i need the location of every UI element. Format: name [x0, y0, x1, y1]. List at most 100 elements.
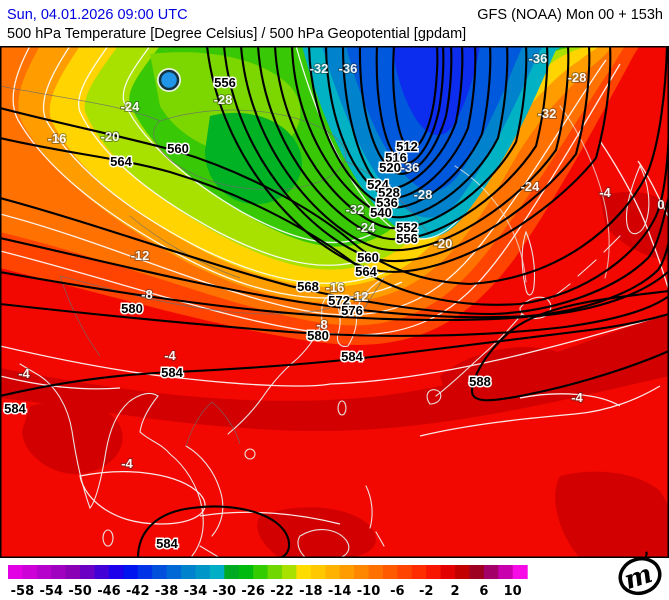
geopotential-label: 552 — [396, 220, 418, 235]
color-scale-tick-label: -10 — [357, 584, 381, 599]
color-scale-tick-label: -2 — [419, 584, 433, 599]
temperature-label: -20 — [434, 236, 453, 251]
geopotential-label: 568 — [297, 279, 319, 294]
color-scale-tick-label: -22 — [270, 584, 294, 599]
color-scale-segment — [281, 565, 297, 579]
color-scale-tick-label: -34 — [184, 584, 208, 599]
geopotential-label: 584 — [4, 401, 26, 416]
geopotential-label: 576 — [341, 303, 363, 318]
color-scale-tick-label: -30 — [213, 584, 237, 599]
color-scale-segment — [137, 565, 153, 579]
temperature-color-scale: -58 -54 -50 -46 -42 -38 -34 -30 -26 -22 -18 -14 -10-… — [0, 562, 669, 600]
color-scale-segment — [253, 565, 269, 579]
temperature-label: -12 — [131, 248, 150, 263]
temperature-label: -8 — [316, 317, 328, 332]
temperature-label: -4 — [571, 390, 583, 405]
coastlines — [19, 105, 650, 558]
color-scale-tick-label: -14 — [328, 584, 352, 599]
color-scale-segment — [238, 565, 254, 579]
geopotential-contours — [0, 46, 669, 558]
temperature-label: -4 — [599, 185, 611, 200]
color-scale-segment — [368, 565, 384, 579]
color-scale-tick-label: -6 — [390, 584, 404, 599]
color-scale-segment — [51, 565, 67, 579]
color-scale-segment — [469, 565, 485, 579]
temperature-label: -16 — [326, 280, 345, 295]
geopotential-label: 516 — [385, 150, 407, 165]
color-scale-segment — [267, 565, 283, 579]
color-scale-segment — [397, 565, 413, 579]
map-border — [0, 46, 669, 558]
temperature-label: -4 — [164, 348, 176, 363]
logo-circle-icon — [618, 556, 662, 596]
geopotential-label: 580 — [307, 328, 329, 343]
geopotential-label: 584 — [341, 349, 363, 364]
color-scale-segment — [426, 565, 442, 579]
temperature-label: -28 — [568, 70, 587, 85]
temperature-label: -36 — [339, 61, 358, 76]
color-scale-segment — [195, 565, 211, 579]
temperature-label: -8 — [141, 287, 153, 302]
header: Sun, 04.01.2026 09:00 UTC GFS (NOAA) Mon… — [0, 0, 669, 46]
temperature-label: -36 — [529, 51, 548, 66]
temperature-labels: -24-20-16-28-32 -36-36-28-32-36-28-32-24-… — [17, 50, 665, 472]
geopotential-label: 564 — [355, 264, 377, 279]
color-scale-segment — [8, 565, 24, 579]
geopotential-label: 560 — [167, 141, 189, 156]
geopotential-label: 512 — [396, 139, 418, 154]
color-scale-tick-label: -18 — [299, 584, 323, 599]
temperature-label: -32 — [310, 61, 329, 76]
temperature-label: -32 — [346, 202, 365, 217]
geopotential-label: 572 — [328, 293, 350, 308]
geopotential-label: 520 — [379, 160, 401, 175]
geopotential-label: 528 — [378, 185, 400, 200]
temperature-label: -36 — [401, 160, 420, 175]
temperature-label: 0 — [657, 197, 664, 212]
color-scale-segment — [440, 565, 456, 579]
weather-map-canvas: 5565605645125165205245285365405525565605… — [0, 46, 669, 558]
color-scale-segment — [354, 565, 370, 579]
color-scale-segment — [455, 565, 471, 579]
map-title: 500 hPa Temperature [Degree Celsius] / 5… — [7, 26, 467, 42]
geopotential-label: 556 — [214, 75, 236, 90]
temperature-label: -4 — [18, 366, 30, 381]
geopotential-label: 524 — [367, 177, 389, 192]
color-scale-segment — [339, 565, 355, 579]
color-scale-segment — [36, 565, 52, 579]
color-scale-segment — [310, 565, 326, 579]
geopotential-label: 584 — [156, 536, 178, 551]
geopotential-label: 588 — [469, 374, 491, 389]
color-scale-segment — [296, 565, 312, 579]
color-scale-segment — [181, 565, 197, 579]
color-scale-segment — [80, 565, 96, 579]
color-scale-segment — [512, 565, 528, 579]
temperature-label: -4 — [121, 456, 133, 471]
color-scale-segment — [325, 565, 341, 579]
brand-logo: m ’ — [612, 550, 669, 600]
color-scale-segment — [411, 565, 427, 579]
geopotential-label: 536 — [376, 195, 398, 210]
temperature-label: -24 — [121, 99, 141, 114]
color-scale-segment — [108, 565, 124, 579]
color-scale-segment — [209, 565, 225, 579]
color-scale-tick-label: -42 — [126, 584, 150, 599]
temperature-contours — [0, 46, 669, 525]
color-scale-tick-label: -58 — [11, 584, 35, 599]
color-scale-tick-label: 6 — [479, 584, 488, 599]
temperature-label: -28 — [414, 187, 433, 202]
color-scale-segment — [152, 565, 168, 579]
color-scale-tick-label: -38 — [155, 584, 179, 599]
geopotential-label: 580 — [121, 301, 143, 316]
color-scale-segment — [166, 565, 182, 579]
color-scale-tick-label: -54 — [40, 584, 64, 599]
color-scale-segment — [483, 565, 499, 579]
color-scale-segment — [224, 565, 240, 579]
temperature-label: -12 — [350, 289, 369, 304]
geopotential-label: 564 — [110, 154, 132, 169]
color-scale-segment — [22, 565, 38, 579]
model-run-info: GFS (NOAA) Mon 00 + 153h — [477, 7, 663, 23]
color-scale-tick-label: 2 — [450, 584, 459, 599]
color-scale-segment — [65, 565, 81, 579]
color-scale-tick-label: -50 — [68, 584, 92, 599]
